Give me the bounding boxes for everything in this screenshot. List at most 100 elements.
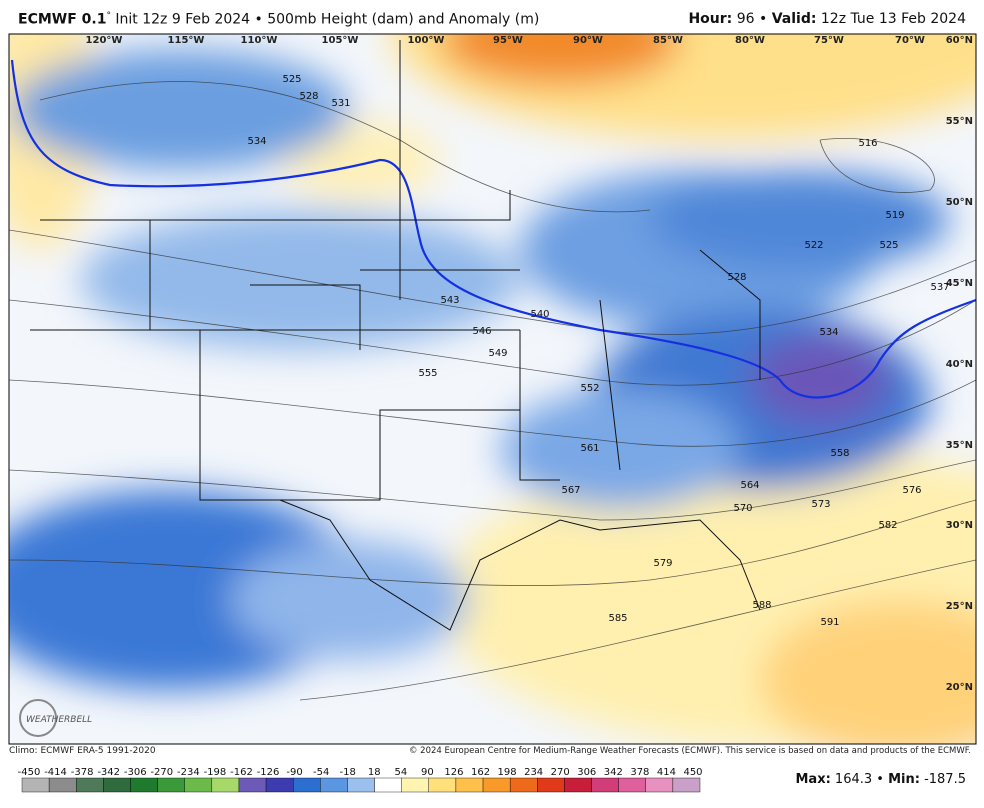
colorbar-label: 90 — [421, 767, 434, 778]
contour-label: 588 — [752, 600, 771, 611]
latitude-label: 30°N — [946, 520, 973, 531]
colorbar-label: 414 — [657, 767, 676, 778]
header-right: Hour: 96 • Valid: 12z Tue 13 Feb 2024 — [688, 11, 966, 27]
colorbar-swatch — [564, 777, 592, 793]
contour-label: 564 — [740, 480, 759, 491]
contour-label: 585 — [608, 613, 627, 624]
longitude-label: 70°W — [895, 35, 925, 46]
colorbar-label: -378 — [71, 767, 94, 778]
degree: ° — [106, 11, 111, 21]
colorbar-label: -18 — [340, 767, 356, 778]
latitude-label: 50°N — [946, 197, 973, 208]
contour-label: 528 — [299, 91, 318, 102]
colorbar-swatch — [401, 777, 429, 793]
colorbar-swatch — [103, 777, 131, 793]
min: -187.5 — [924, 772, 966, 787]
longitude-label: 95°W — [493, 35, 523, 46]
colorbar-label: 54 — [394, 767, 407, 778]
latitude-label: 25°N — [946, 601, 973, 612]
colorbar-label: -414 — [44, 767, 67, 778]
colorbar-label: -54 — [313, 767, 329, 778]
latitude-label: 55°N — [946, 116, 973, 127]
contour-label: 558 — [830, 448, 849, 459]
valid-label: Valid: — [771, 11, 817, 27]
colorbar-label: 270 — [551, 767, 570, 778]
max-label: Max: — [795, 772, 831, 787]
latitude-label: 40°N — [946, 359, 973, 370]
hour: 96 — [736, 11, 755, 27]
colorbar-label: 162 — [471, 767, 490, 778]
contour-label: 543 — [440, 295, 459, 306]
contour-label: 528 — [727, 272, 746, 283]
contour-label: 549 — [488, 348, 507, 359]
contour-label: 540 — [530, 309, 549, 320]
longitude-label: 115°W — [168, 35, 205, 46]
copyright: © 2024 European Centre for Medium-Range … — [408, 746, 971, 756]
colorbar-label: 126 — [444, 767, 463, 778]
hour-label: Hour: — [688, 11, 733, 27]
colorbar-swatch — [645, 777, 674, 793]
logo: WEATHERBELL — [19, 699, 92, 737]
model: ECMWF 0.1 — [18, 11, 107, 28]
colorbar-swatch — [76, 777, 104, 793]
colorbar-label: -270 — [150, 767, 173, 778]
contour-label: 546 — [472, 326, 491, 337]
colorbar-swatch — [374, 777, 402, 793]
header-left: ECMWF 0.1° Init 12z 9 Feb 2024 • 500mb H… — [18, 11, 539, 28]
colorbar-label: 378 — [630, 767, 649, 778]
colorbar-swatch — [509, 777, 538, 793]
logo-text: WEATHERBELL — [26, 715, 92, 725]
longitude-label: 120°W — [86, 35, 123, 46]
longitude-label: 100°W — [408, 35, 445, 46]
longitude-label: 75°W — [814, 35, 844, 46]
colorbar-label: 450 — [683, 767, 702, 778]
latitude-label: 45°N — [946, 278, 973, 289]
colorbar-label: 198 — [498, 767, 517, 778]
contour-label: 525 — [282, 74, 301, 85]
colorbar-swatch — [320, 777, 348, 793]
colorbar-swatch — [238, 777, 267, 793]
contour-label: 534 — [247, 136, 266, 147]
max: 164.3 — [834, 772, 873, 787]
colorbar-swatch — [428, 777, 457, 793]
colorbar-swatch — [184, 777, 213, 793]
colorbar-swatch — [293, 777, 321, 793]
colorbar-label: -450 — [18, 767, 41, 778]
contour-label: 582 — [878, 520, 897, 531]
valid: 12z Tue 13 Feb 2024 — [820, 11, 966, 27]
colorbar-swatch — [130, 777, 158, 793]
contour-label: 570 — [733, 503, 752, 514]
colorbar-swatch — [48, 777, 77, 793]
latitude-label: 20°N — [946, 682, 973, 693]
max-min: Max: 164.3 • Min: -187.5 — [795, 772, 966, 787]
colorbar-label: 342 — [604, 767, 623, 778]
min-label: Min: — [888, 772, 920, 787]
contour-label: 576 — [902, 485, 921, 496]
longitude-label: 80°W — [735, 35, 765, 46]
colorbar-label: -342 — [97, 767, 120, 778]
colorbar-swatch — [347, 777, 375, 793]
longitude-label: 90°W — [573, 35, 603, 46]
longitude-label: 110°W — [241, 35, 278, 46]
contour-label: 519 — [885, 210, 904, 221]
latitude-label: 35°N — [946, 440, 973, 451]
contour-label: 579 — [653, 558, 672, 569]
contour-label: 537 — [930, 282, 949, 293]
colorbar-label: -198 — [204, 767, 227, 778]
contour-label: 591 — [820, 617, 839, 628]
contour-label: 573 — [811, 499, 830, 510]
colorbar-swatch — [265, 777, 294, 793]
colorbar-label: -126 — [257, 767, 280, 778]
contour-label: 525 — [879, 240, 898, 251]
colorbar-swatch — [618, 777, 646, 793]
colorbar-swatch — [482, 777, 511, 793]
colorbar-swatch — [672, 777, 701, 793]
climo: Climo: ECMWF ERA-5 1991-2020 — [9, 746, 156, 756]
contour-label: 555 — [418, 368, 437, 379]
title: Init 12z 9 Feb 2024 • 500mb Height (dam)… — [115, 11, 540, 28]
colorbar-swatch — [537, 777, 565, 793]
longitude-label: 105°W — [322, 35, 359, 46]
colorbar-label: 18 — [368, 767, 381, 778]
contour-label: 534 — [819, 327, 838, 338]
